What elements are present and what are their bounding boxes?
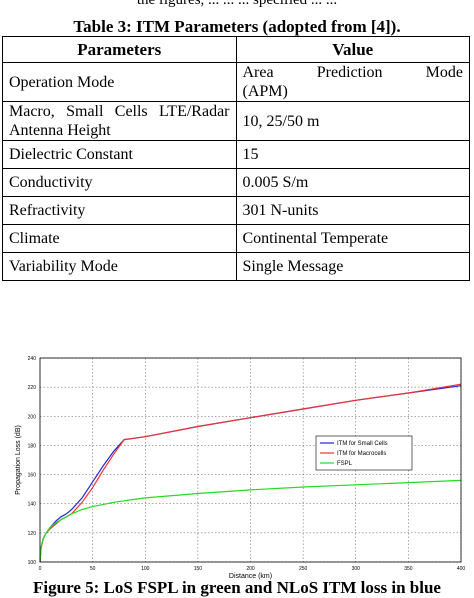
x-tick-label: 300 bbox=[352, 566, 361, 572]
x-axis-label: Distance (km) bbox=[229, 573, 272, 580]
param-cell: Operation Mode bbox=[2, 62, 237, 102]
plot-frame bbox=[39, 357, 462, 563]
table-row: Macro, Small Cells LTE/Radar Antenna Hei… bbox=[2, 101, 470, 141]
chart-legend: ITM for Small Cells ITM for Macrocells FSP… bbox=[315, 435, 413, 471]
x-tick-label: 50 bbox=[90, 566, 96, 572]
value-cell: Continental Temperate bbox=[235, 224, 470, 253]
y-tick-label: 160 bbox=[28, 473, 37, 479]
header-parameters: Parameters bbox=[2, 36, 237, 63]
value-cell: 0.005 S/m bbox=[235, 168, 470, 197]
value-cell: Area Prediction Mode (APM) bbox=[235, 62, 470, 102]
x-tick-label: 250 bbox=[299, 566, 308, 572]
header-value: Value bbox=[235, 36, 470, 63]
table-row: Climate Continental Temperate bbox=[2, 224, 470, 253]
y-tick-label: 200 bbox=[28, 414, 37, 420]
table-caption: Table 3: ITM Parameters (adopted from [4… bbox=[73, 17, 401, 36]
param-cell: Macro, Small Cells LTE/Radar Antenna Hei… bbox=[2, 101, 237, 141]
y-tick-label: 220 bbox=[28, 385, 37, 391]
table-row: Variability Mode Single Message bbox=[2, 252, 470, 281]
legend-entry: FSPL bbox=[337, 461, 353, 467]
param-line: Antenna Height bbox=[9, 122, 111, 139]
param-cell: Dielectric Constant bbox=[2, 140, 237, 169]
table-row: Dielectric Constant 15 bbox=[2, 140, 470, 169]
chart-series-lines bbox=[39, 383, 462, 563]
value-cell: 10, 25/50 m bbox=[235, 101, 470, 141]
propagation-loss-chart: 0 50 100 150 200 250 300 350 400 100 120 140 160 180 2… bbox=[15, 356, 466, 580]
y-axis-label: Propagation Loss (dB) bbox=[15, 425, 22, 495]
itm-parameters-table: Parameters Value Operation Mode Area Pre… bbox=[2, 36, 470, 281]
param-line: Macro, Small Cells LTE/Radar bbox=[9, 103, 230, 120]
param-cell: Refractivity bbox=[2, 196, 237, 225]
table-row: Conductivity 0.005 S/m bbox=[2, 168, 470, 197]
y-tick-label: 120 bbox=[28, 531, 37, 537]
y-tick-label: 240 bbox=[28, 356, 37, 362]
y-tick-label: 100 bbox=[28, 560, 37, 566]
value-cell: Single Message bbox=[235, 252, 470, 281]
param-cell: Climate bbox=[2, 224, 237, 253]
legend-entry: ITM for Small Cells bbox=[337, 441, 388, 447]
value-line: (APM) bbox=[242, 83, 288, 100]
table-header-row: Parameters Value bbox=[2, 36, 470, 63]
x-tick-label: 350 bbox=[404, 566, 413, 572]
x-tick-label: 100 bbox=[141, 566, 150, 572]
x-tick-label: 200 bbox=[246, 566, 255, 572]
value-line: Area Prediction Mode bbox=[242, 64, 464, 81]
figure-caption: Figure 5: LoS FSPL in green and NLoS ITM… bbox=[33, 578, 441, 597]
chart-tick-labels: 0 50 100 150 200 250 300 350 400 100 120 140 160 180 2… bbox=[28, 356, 466, 572]
legend-entry: ITM for Macrocells bbox=[337, 451, 386, 457]
param-cell: Variability Mode bbox=[2, 252, 237, 281]
x-tick-label: 0 bbox=[39, 566, 42, 572]
cut-off-body-text: the figures, ... ... ... specified ... .… bbox=[136, 0, 338, 8]
param-cell: Conductivity bbox=[2, 168, 237, 197]
value-cell: 15 bbox=[235, 140, 470, 169]
value-cell: 301 N-units bbox=[235, 196, 470, 225]
table-row: Operation Mode Area Prediction Mode (APM… bbox=[2, 62, 470, 102]
table-row: Refractivity 301 N-units bbox=[2, 196, 470, 225]
x-tick-label: 150 bbox=[194, 566, 203, 572]
y-tick-label: 140 bbox=[28, 502, 37, 508]
series-line bbox=[39, 479, 462, 563]
y-tick-label: 180 bbox=[28, 443, 37, 449]
x-tick-label: 400 bbox=[457, 566, 466, 572]
